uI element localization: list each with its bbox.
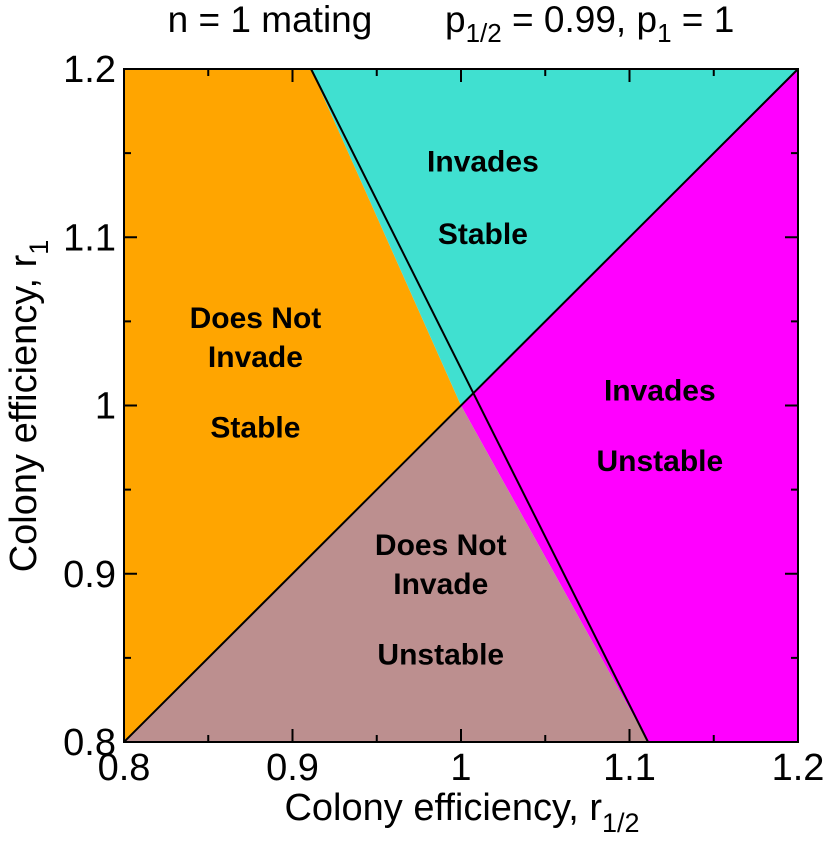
chart-title-left: n = 1 mating — [168, 0, 373, 40]
region-3 — [124, 405, 649, 742]
x-tick-label: 1 — [450, 747, 471, 789]
region-labels-layer: Does Not Invade Stable Invades Stable Invades… — [190, 146, 724, 672]
region-0-label-1: Invade — [208, 341, 303, 374]
region-2-label-1: Unstable — [596, 445, 723, 478]
tick-labels-layer: 0.8 0.9 1 1.1 1.2 0.8 0.9 1 1.1 1.2 — [63, 49, 824, 789]
y-tick-label: 1.1 — [63, 217, 116, 259]
region-1-label-1: Stable — [438, 218, 528, 251]
y-axis-title: Colony efficiency, r1 — [3, 240, 54, 573]
p-one-value: = 1 — [672, 0, 735, 40]
y-axis-title-main: Colony efficiency, r — [3, 254, 45, 572]
y-tick-label: 0.9 — [63, 554, 116, 596]
x-tick-label: 1.1 — [603, 747, 656, 789]
x-tick-label: 1.2 — [772, 747, 825, 789]
region-2 — [461, 69, 798, 742]
region-3-label-0: Does Not — [375, 529, 507, 562]
p-half-value: = 0.99, — [502, 0, 637, 40]
y-tick-label: 1.2 — [63, 49, 116, 91]
p-half-subscript: 1/2 — [466, 18, 502, 48]
region-0-label-2: Stable — [210, 411, 300, 444]
boundary-line-0 — [123, 68, 799, 743]
y-tick-label: 0.8 — [63, 722, 116, 764]
y-tick-label: 1 — [95, 386, 116, 428]
region-1-label-0: Invades — [427, 146, 539, 179]
p-one-subscript: 1 — [657, 18, 671, 48]
x-tick-label: 0.9 — [266, 747, 319, 789]
boundary-line-1 — [310, 68, 649, 743]
x-axis-title-subscript: 1/2 — [602, 808, 640, 838]
p-one-symbol: p — [636, 0, 657, 40]
region-3-label-2: Unstable — [377, 639, 504, 672]
x-axis-title: Colony efficiency, r1/2 — [284, 787, 639, 838]
ticks-layer — [123, 68, 799, 743]
region-0 — [124, 69, 461, 742]
regions-layer — [124, 69, 798, 742]
chart-title-right: p1/2 = 0.99, p1 = 1 — [445, 0, 734, 48]
region-0-label-0: Does Not — [190, 302, 322, 335]
x-tick-label: 0.8 — [98, 747, 151, 789]
p-half-symbol: p — [445, 0, 466, 40]
region-3-label-1: Invade — [393, 568, 488, 601]
boundaries-layer — [123, 68, 799, 743]
x-axis-title-main: Colony efficiency, r — [284, 787, 602, 829]
region-2-label-0: Invades — [604, 374, 716, 407]
y-axis-title-subscript: 1 — [24, 240, 54, 255]
region-1 — [311, 69, 798, 406]
